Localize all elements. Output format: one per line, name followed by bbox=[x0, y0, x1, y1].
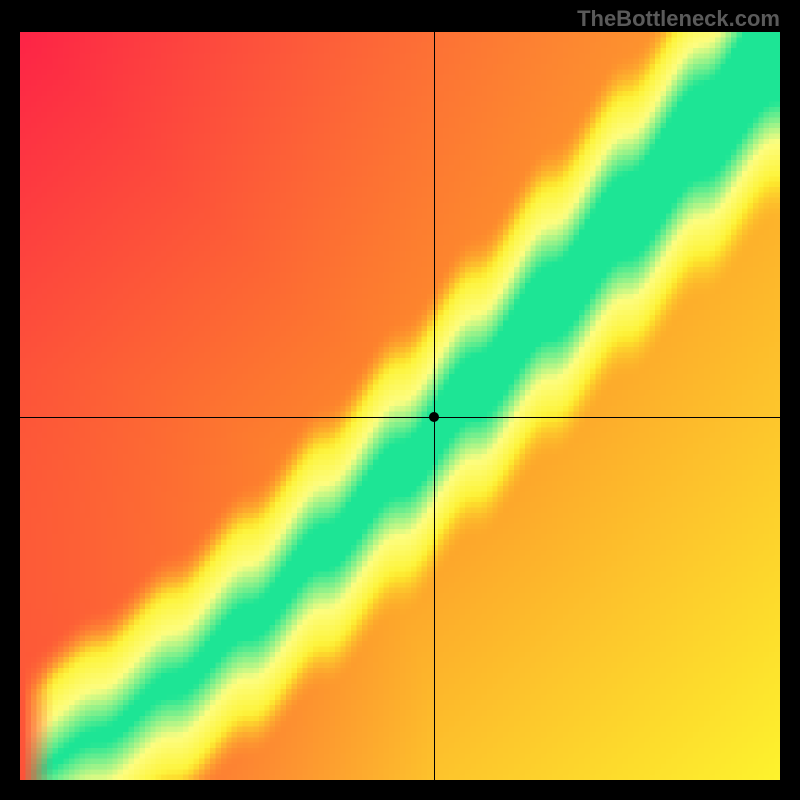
watermark-text: TheBottleneck.com bbox=[577, 6, 780, 32]
crosshair-vertical bbox=[434, 32, 435, 780]
heatmap-canvas bbox=[20, 32, 780, 780]
chart-container: { "watermark": { "text": "TheBottleneck.… bbox=[0, 0, 800, 800]
heatmap-plot bbox=[20, 32, 780, 780]
crosshair-horizontal bbox=[20, 417, 780, 418]
crosshair-marker bbox=[429, 412, 439, 422]
